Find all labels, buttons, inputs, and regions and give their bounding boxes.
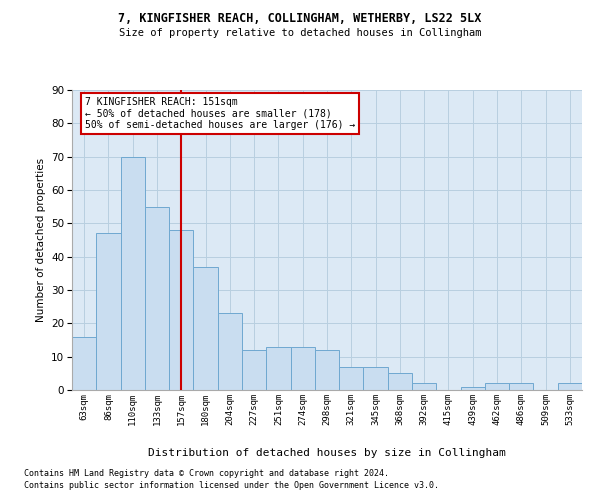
Bar — [169, 230, 193, 390]
Bar — [96, 234, 121, 390]
Bar — [558, 384, 582, 390]
Bar — [121, 156, 145, 390]
Bar — [315, 350, 339, 390]
Text: 7 KINGFISHER REACH: 151sqm
← 50% of detached houses are smaller (178)
50% of sem: 7 KINGFISHER REACH: 151sqm ← 50% of deta… — [85, 96, 356, 130]
Bar — [145, 206, 169, 390]
Bar — [412, 384, 436, 390]
Bar — [242, 350, 266, 390]
Bar — [364, 366, 388, 390]
Text: Distribution of detached houses by size in Collingham: Distribution of detached houses by size … — [148, 448, 506, 458]
Bar — [339, 366, 364, 390]
Text: 7, KINGFISHER REACH, COLLINGHAM, WETHERBY, LS22 5LX: 7, KINGFISHER REACH, COLLINGHAM, WETHERB… — [118, 12, 482, 26]
Bar — [485, 384, 509, 390]
Bar — [461, 386, 485, 390]
Bar — [218, 314, 242, 390]
Bar — [72, 336, 96, 390]
Text: Size of property relative to detached houses in Collingham: Size of property relative to detached ho… — [119, 28, 481, 38]
Bar — [388, 374, 412, 390]
Text: Contains public sector information licensed under the Open Government Licence v3: Contains public sector information licen… — [24, 481, 439, 490]
Text: Contains HM Land Registry data © Crown copyright and database right 2024.: Contains HM Land Registry data © Crown c… — [24, 468, 389, 477]
Y-axis label: Number of detached properties: Number of detached properties — [35, 158, 46, 322]
Bar — [266, 346, 290, 390]
Bar — [290, 346, 315, 390]
Bar — [509, 384, 533, 390]
Bar — [193, 266, 218, 390]
